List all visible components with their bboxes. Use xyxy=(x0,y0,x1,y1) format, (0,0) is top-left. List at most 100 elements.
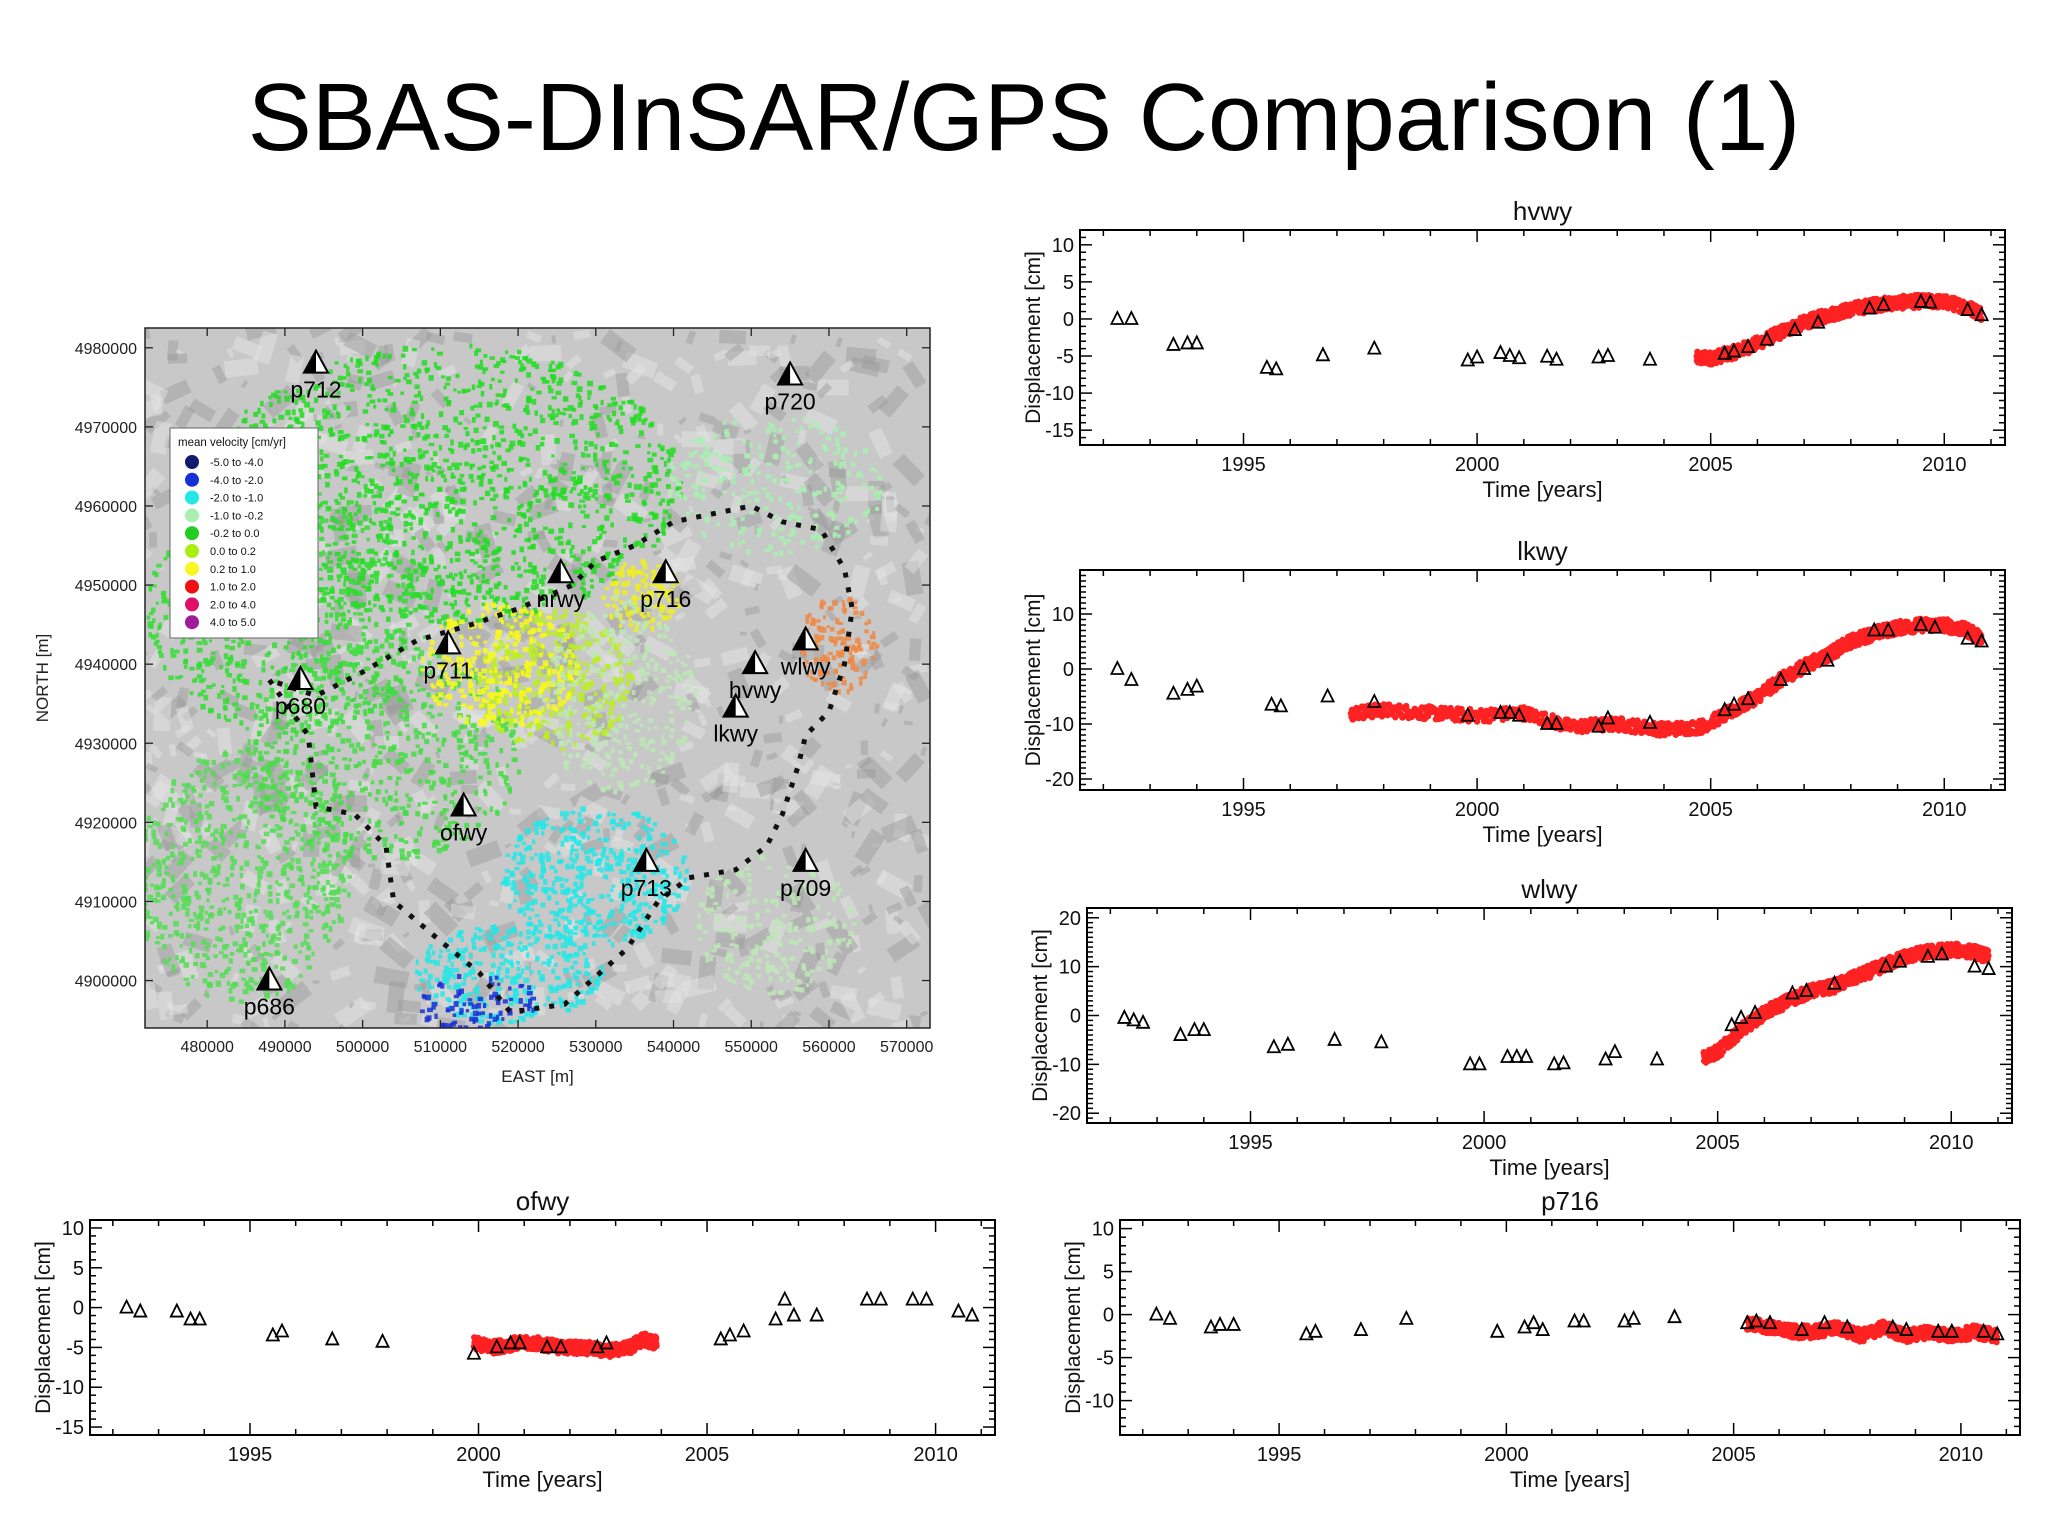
velocity-pixel xyxy=(626,568,631,574)
velocity-pixel xyxy=(306,965,313,970)
velocity-pixel xyxy=(243,952,248,958)
velocity-pixel xyxy=(196,674,203,679)
velocity-pixel xyxy=(495,399,499,405)
velocity-pixel xyxy=(379,710,384,716)
velocity-pixel xyxy=(410,457,416,462)
velocity-pixel xyxy=(517,360,522,365)
velocity-pixel xyxy=(338,492,343,497)
velocity-pixel xyxy=(564,653,569,659)
terrain-shade xyxy=(719,868,748,898)
velocity-pixel xyxy=(387,433,392,437)
velocity-pixel xyxy=(379,507,386,513)
terrain-shade xyxy=(158,823,192,848)
velocity-pixel xyxy=(371,678,376,682)
velocity-pixel xyxy=(419,395,424,402)
velocity-pixel xyxy=(327,729,332,734)
velocity-pixel xyxy=(427,660,432,666)
velocity-pixel xyxy=(245,746,251,753)
velocity-pixel xyxy=(387,680,391,686)
velocity-pixel xyxy=(581,684,586,689)
velocity-pixel xyxy=(363,773,369,778)
velocity-pixel xyxy=(588,420,595,425)
velocity-pixel xyxy=(322,779,328,784)
velocity-pixel xyxy=(607,722,614,728)
velocity-map: 480000 490000 500000 510000 520000 530000 5400… xyxy=(33,327,933,1086)
velocity-pixel xyxy=(232,773,238,780)
velocity-pixel xyxy=(655,537,661,543)
velocity-pixel xyxy=(660,588,667,593)
velocity-pixel xyxy=(415,683,420,687)
velocity-pixel xyxy=(270,745,275,750)
velocity-pixel xyxy=(173,930,180,936)
velocity-pixel xyxy=(403,513,409,519)
velocity-pixel xyxy=(241,912,247,918)
velocity-pixel xyxy=(399,806,406,810)
velocity-pixel xyxy=(210,869,216,874)
velocity-pixel xyxy=(313,676,319,682)
velocity-pixel xyxy=(459,634,464,640)
velocity-pixel xyxy=(649,489,654,494)
velocity-pixel xyxy=(436,351,443,356)
terrain-shade xyxy=(346,378,363,391)
velocity-pixel xyxy=(145,887,148,893)
velocity-pixel xyxy=(261,660,266,667)
velocity-pixel xyxy=(352,666,356,673)
velocity-pixel xyxy=(531,361,537,368)
velocity-pixel xyxy=(329,414,334,418)
velocity-pixel xyxy=(295,418,300,424)
velocity-pixel xyxy=(190,856,195,861)
velocity-pixel xyxy=(405,567,411,573)
velocity-pixel xyxy=(343,849,348,854)
terrain-shade xyxy=(341,462,351,472)
terrain-shade xyxy=(897,705,904,714)
velocity-pixel xyxy=(136,847,141,851)
velocity-pixel xyxy=(338,613,345,617)
velocity-pixel xyxy=(341,689,346,696)
velocity-pixel xyxy=(411,347,417,352)
velocity-pixel xyxy=(330,432,336,437)
velocity-pixel xyxy=(312,868,316,872)
velocity-pixel xyxy=(388,524,394,531)
velocity-pixel xyxy=(182,842,189,847)
velocity-pixel xyxy=(353,612,357,616)
velocity-pixel xyxy=(162,878,167,884)
velocity-pixel xyxy=(627,482,632,488)
terrain-shade xyxy=(705,698,712,708)
velocity-pixel xyxy=(385,389,391,393)
velocity-pixel xyxy=(260,400,264,407)
velocity-pixel xyxy=(562,622,568,627)
velocity-pixel xyxy=(221,835,225,840)
velocity-pixel xyxy=(287,424,294,428)
velocity-pixel xyxy=(357,703,362,708)
velocity-pixel xyxy=(332,542,339,546)
velocity-pixel xyxy=(236,816,243,821)
velocity-pixel xyxy=(346,371,351,377)
velocity-pixel xyxy=(401,663,407,670)
velocity-pixel xyxy=(571,581,575,588)
velocity-pixel xyxy=(562,396,569,402)
terrain-shade xyxy=(753,583,760,591)
velocity-pixel xyxy=(393,482,400,486)
velocity-pixel xyxy=(345,383,351,388)
terrain-shade xyxy=(492,664,529,686)
velocity-pixel xyxy=(374,645,380,651)
velocity-pixel xyxy=(510,729,516,735)
velocity-pixel xyxy=(587,390,592,396)
velocity-pixel xyxy=(343,834,348,841)
velocity-pixel xyxy=(321,750,326,755)
velocity-pixel xyxy=(448,447,453,452)
terrain-shade xyxy=(908,602,927,625)
terrain-shade xyxy=(914,525,925,534)
velocity-pixel xyxy=(567,664,574,670)
velocity-pixel xyxy=(414,483,419,487)
terrain-shade xyxy=(379,895,396,908)
velocity-pixel xyxy=(373,638,378,644)
velocity-pixel xyxy=(445,574,450,579)
velocity-pixel xyxy=(580,581,586,586)
terrain-shade xyxy=(894,503,911,519)
velocity-pixel xyxy=(236,675,241,681)
velocity-pixel xyxy=(599,533,603,540)
terrain-shade xyxy=(678,792,695,805)
velocity-pixel xyxy=(308,929,314,933)
velocity-pixel xyxy=(203,775,207,780)
